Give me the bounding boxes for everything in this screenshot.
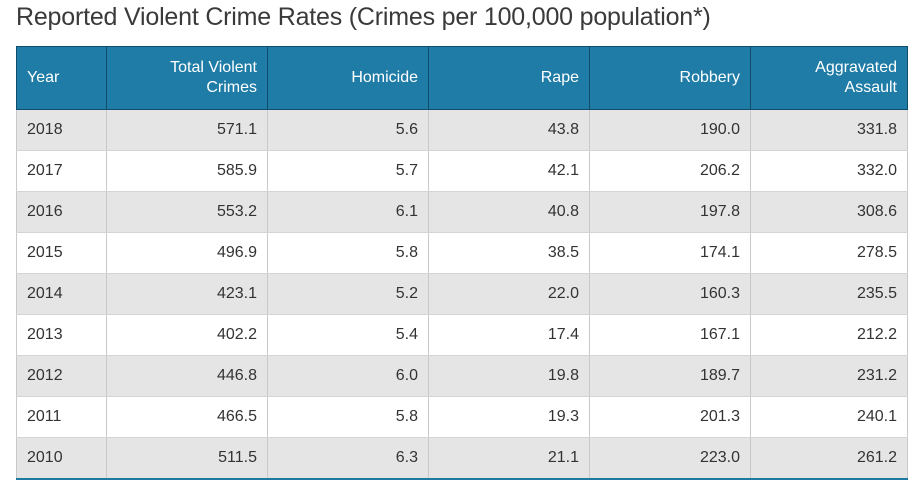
cell-rape: 22.0 (428, 273, 590, 315)
cell-total-violent-crimes: 553.2 (106, 191, 268, 233)
cell-aggravated-assault: 278.5 (750, 232, 908, 274)
cell-rape: 43.8 (428, 109, 590, 151)
table-row: 2014 423.1 5.2 22.0 160.3 235.5 (16, 273, 908, 315)
table-row: 2015 496.9 5.8 38.5 174.1 278.5 (16, 232, 908, 274)
cell-aggravated-assault: 331.8 (750, 109, 908, 151)
cell-robbery: 223.0 (589, 437, 751, 480)
cell-homicide: 5.8 (267, 396, 429, 438)
cell-aggravated-assault: 231.2 (750, 355, 908, 397)
table-row: 2013 402.2 5.4 17.4 167.1 212.2 (16, 314, 908, 356)
cell-robbery: 160.3 (589, 273, 751, 315)
table-row: 2010 511.5 6.3 21.1 223.0 261.2 (16, 437, 908, 480)
cell-rape: 19.3 (428, 396, 590, 438)
table-row: 2016 553.2 6.1 40.8 197.8 308.6 (16, 191, 908, 233)
cell-total-violent-crimes: 466.5 (106, 396, 268, 438)
cell-year: 2018 (16, 109, 107, 151)
cell-year: 2010 (16, 437, 107, 480)
crime-rates-table: Year Total Violent Crimes Homicide Rape … (16, 46, 908, 480)
cell-total-violent-crimes: 571.1 (106, 109, 268, 151)
cell-rape: 19.8 (428, 355, 590, 397)
cell-rape: 42.1 (428, 150, 590, 192)
cell-robbery: 174.1 (589, 232, 751, 274)
cell-aggravated-assault: 212.2 (750, 314, 908, 356)
table-row: 2011 466.5 5.8 19.3 201.3 240.1 (16, 396, 908, 438)
cell-homicide: 5.8 (267, 232, 429, 274)
cell-homicide: 5.7 (267, 150, 429, 192)
header-aggravated-assault: Aggravated Assault (750, 46, 908, 110)
cell-homicide: 6.1 (267, 191, 429, 233)
cell-homicide: 6.3 (267, 437, 429, 480)
cell-rape: 38.5 (428, 232, 590, 274)
header-robbery: Robbery (589, 46, 751, 110)
cell-homicide: 5.2 (267, 273, 429, 315)
cell-rape: 40.8 (428, 191, 590, 233)
cell-total-violent-crimes: 585.9 (106, 150, 268, 192)
cell-homicide: 5.6 (267, 109, 429, 151)
cell-year: 2015 (16, 232, 107, 274)
cell-aggravated-assault: 332.0 (750, 150, 908, 192)
cell-homicide: 6.0 (267, 355, 429, 397)
table-row: 2018 571.1 5.6 43.8 190.0 331.8 (16, 109, 908, 151)
header-total-violent-crimes: Total Violent Crimes (106, 46, 268, 110)
page-title: Reported Violent Crime Rates (Crimes per… (16, 3, 711, 31)
cell-total-violent-crimes: 496.9 (106, 232, 268, 274)
table-row: 2017 585.9 5.7 42.1 206.2 332.0 (16, 150, 908, 192)
cell-year: 2016 (16, 191, 107, 233)
cell-year: 2017 (16, 150, 107, 192)
cell-aggravated-assault: 235.5 (750, 273, 908, 315)
cell-year: 2014 (16, 273, 107, 315)
cell-homicide: 5.4 (267, 314, 429, 356)
table-row: 2012 446.8 6.0 19.8 189.7 231.2 (16, 355, 908, 397)
cell-robbery: 206.2 (589, 150, 751, 192)
cell-year: 2012 (16, 355, 107, 397)
cell-aggravated-assault: 308.6 (750, 191, 908, 233)
cell-rape: 21.1 (428, 437, 590, 480)
cell-aggravated-assault: 261.2 (750, 437, 908, 480)
header-year: Year (16, 46, 107, 110)
cell-total-violent-crimes: 511.5 (106, 437, 268, 480)
cell-rape: 17.4 (428, 314, 590, 356)
header-homicide: Homicide (267, 46, 429, 110)
cell-aggravated-assault: 240.1 (750, 396, 908, 438)
table-body: 2018 571.1 5.6 43.8 190.0 331.8 2017 585… (16, 109, 908, 480)
cell-year: 2011 (16, 396, 107, 438)
cell-total-violent-crimes: 423.1 (106, 273, 268, 315)
cell-robbery: 167.1 (589, 314, 751, 356)
header-rape: Rape (428, 46, 590, 110)
cell-year: 2013 (16, 314, 107, 356)
cell-robbery: 190.0 (589, 109, 751, 151)
cell-total-violent-crimes: 402.2 (106, 314, 268, 356)
cell-total-violent-crimes: 446.8 (106, 355, 268, 397)
cell-robbery: 189.7 (589, 355, 751, 397)
cell-robbery: 201.3 (589, 396, 751, 438)
header-row: Year Total Violent Crimes Homicide Rape … (16, 46, 908, 110)
table-header: Year Total Violent Crimes Homicide Rape … (16, 46, 908, 110)
cell-robbery: 197.8 (589, 191, 751, 233)
